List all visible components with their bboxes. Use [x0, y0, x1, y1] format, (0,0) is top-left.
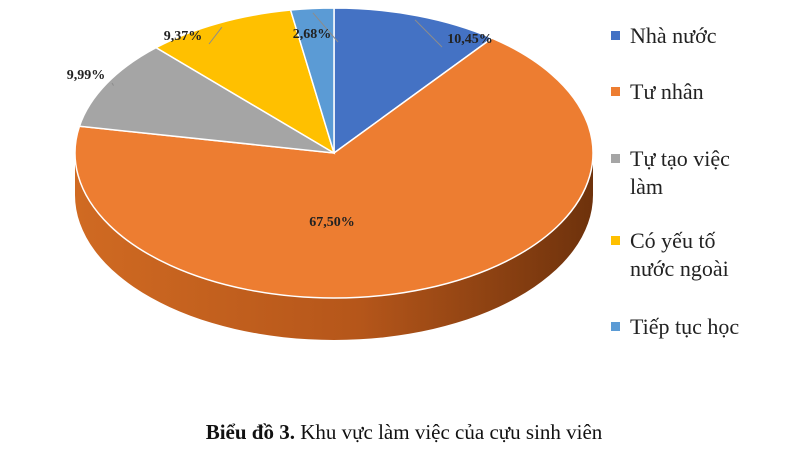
data-label-tiep-tuc-hoc: 2,68%: [293, 27, 332, 42]
data-label-nha-nuoc: 10,45%: [447, 32, 493, 47]
data-label-co-yeu-to-nuoc-ngoai: 9,37%: [164, 29, 203, 44]
legend-label: Có yếu tố: [630, 228, 716, 253]
legend-label: làm: [630, 174, 663, 199]
leader-line-nha-nuoc: [414, 19, 443, 48]
data-label-tu-nhan: 67,50%: [309, 215, 355, 230]
pie-side-wall-tu-nhan: [75, 153, 593, 340]
leader-lines: [111, 12, 443, 86]
legend-item-tiep-tuc-hoc: Tiếp tục học: [611, 313, 801, 341]
legend-label: Tự tạo việc: [630, 146, 730, 171]
legend-label: Nhà nước: [630, 23, 717, 48]
legend-item-tu-nhan: Tư nhân: [611, 78, 801, 106]
pie-chart: 10,45% 67,50% 9,99% 9,37% 2,68%: [67, 7, 594, 340]
pie-slice-tiep-tuc-hoc: [289, 7, 335, 154]
pie-slice-tu-nhan: [74, 37, 594, 299]
legend-swatch: [611, 31, 620, 40]
caption-label: Biểu đồ 3.: [205, 420, 295, 444]
chart-caption: Biểu đồ 3. Khu vực làm việc của cựu sinh…: [0, 420, 808, 445]
legend-item-tu-tao-viec-lam: Tự tạo việc làm: [611, 145, 801, 201]
data-label-tu-tao-viec-lam: 9,99%: [67, 68, 106, 83]
pie-slices: [74, 7, 594, 299]
legend-item-co-yeu-to-nuoc-ngoai: Có yếu tố nước ngoài: [611, 227, 801, 283]
legend-swatch: [611, 236, 620, 245]
caption-text: Khu vực làm việc của cựu sinh viên: [294, 420, 603, 444]
pie-side-wall: [75, 153, 593, 340]
legend-label: Tư nhân: [630, 79, 704, 104]
legend-item-nha-nuoc: Nhà nước: [611, 22, 801, 50]
pie-slice-co-yeu-to-nuoc-ngoai: [154, 9, 336, 155]
leader-line-tu-tao-viec-lam: [111, 82, 114, 86]
pie-slice-nha-nuoc: [333, 7, 494, 155]
legend-swatch: [611, 154, 620, 163]
data-labels: 10,45% 67,50% 9,99% 9,37% 2,68%: [67, 27, 493, 230]
leader-line-tiep-tuc-hoc: [312, 12, 339, 43]
legend: Nhà nước Tư nhân Tự tạo việc làm Có yếu tố nư…: [611, 22, 801, 341]
leader-line-co-yeu-to-nuoc-ngoai: [208, 26, 223, 45]
legend-label: nước ngoài: [630, 256, 729, 281]
legend-swatch: [611, 87, 620, 96]
legend-label: Tiếp tục học: [630, 314, 740, 339]
legend-swatch: [611, 322, 620, 331]
pie-slice-tu-tao-viec-lam: [78, 46, 335, 154]
